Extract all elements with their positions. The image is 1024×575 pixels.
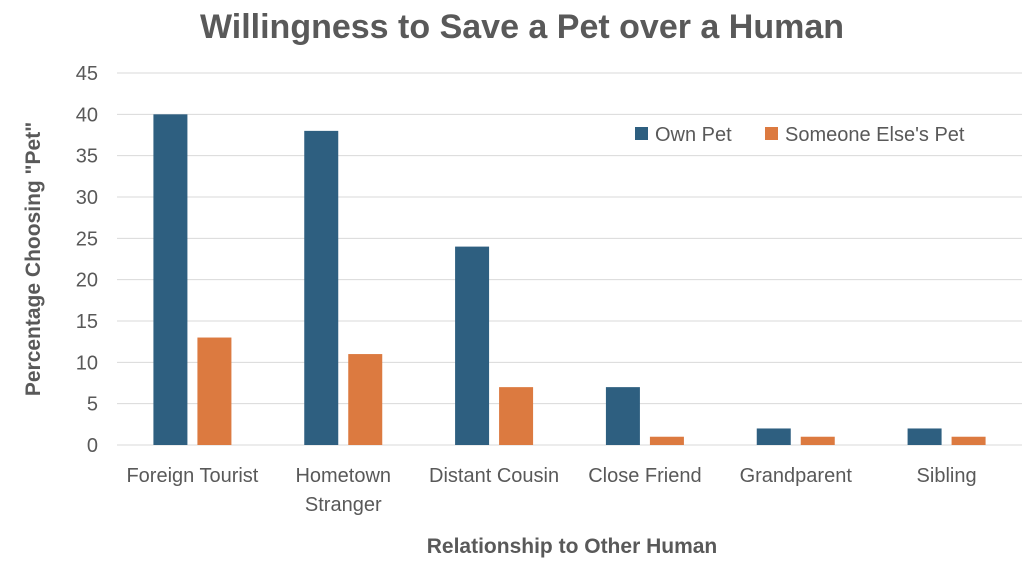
bar-someone-elses-pet — [952, 437, 986, 445]
legend-label: Someone Else's Pet — [785, 124, 965, 146]
y-tick-label: 15 — [76, 311, 98, 333]
y-tick-label: 5 — [87, 394, 98, 416]
x-axis-ticks: Foreign Tourist Hometown Stranger Distant C… — [126, 465, 976, 516]
bar-own-pet — [304, 131, 338, 445]
x-tick-label: Close Friend — [588, 465, 701, 487]
legend-swatch — [765, 127, 778, 140]
bar-someone-elses-pet — [197, 338, 231, 445]
bar-someone-elses-pet — [348, 354, 382, 445]
bar-own-pet — [153, 114, 187, 445]
x-axis-title: Relationship to Other Human — [427, 535, 718, 558]
y-tick-label: 25 — [76, 228, 98, 250]
chart-title: Willingness to Save a Pet over a Human — [200, 8, 844, 46]
legend-label: Own Pet — [655, 124, 732, 146]
bar-own-pet — [455, 247, 489, 445]
x-tick-label: Grandparent — [740, 465, 853, 487]
bar-own-pet — [757, 428, 791, 445]
bar-own-pet — [606, 387, 640, 445]
bar-someone-elses-pet — [650, 437, 684, 445]
bar-someone-elses-pet — [801, 437, 835, 445]
y-tick-label: 40 — [76, 104, 98, 126]
y-tick-label: 35 — [76, 146, 98, 168]
y-tick-label: 45 — [76, 63, 98, 85]
x-tick-label-line: Distant Cousin — [429, 465, 559, 487]
y-axis-title: Percentage Choosing "Pet" — [22, 122, 45, 396]
x-tick-label-line: Foreign Tourist — [126, 465, 258, 487]
y-tick-label: 30 — [76, 187, 98, 209]
y-tick-label: 0 — [87, 435, 98, 457]
x-tick-label: Foreign Tourist — [126, 465, 258, 487]
x-tick-label-line: Grandparent — [740, 465, 853, 487]
x-tick-label-line: Stranger — [305, 494, 382, 516]
legend: Own Pet Someone Else's Pet — [635, 124, 965, 146]
bar-chart: Willingness to Save a Pet over a Human 0… — [0, 0, 1024, 575]
y-axis-ticks: 0 5 10 15 20 25 30 35 40 45 — [76, 63, 98, 457]
bar-own-pet — [908, 428, 942, 445]
x-tick-label-line: Sibling — [917, 465, 977, 487]
x-tick-label-line: Hometown — [295, 465, 391, 487]
x-tick-label: Distant Cousin — [429, 465, 559, 487]
y-tick-label: 10 — [76, 352, 98, 374]
x-tick-label: Sibling — [917, 465, 977, 487]
x-tick-label-line: Close Friend — [588, 465, 701, 487]
legend-swatch — [635, 127, 648, 140]
x-tick-label: Hometown Stranger — [295, 465, 391, 516]
y-tick-label: 20 — [76, 270, 98, 292]
bar-someone-elses-pet — [499, 387, 533, 445]
